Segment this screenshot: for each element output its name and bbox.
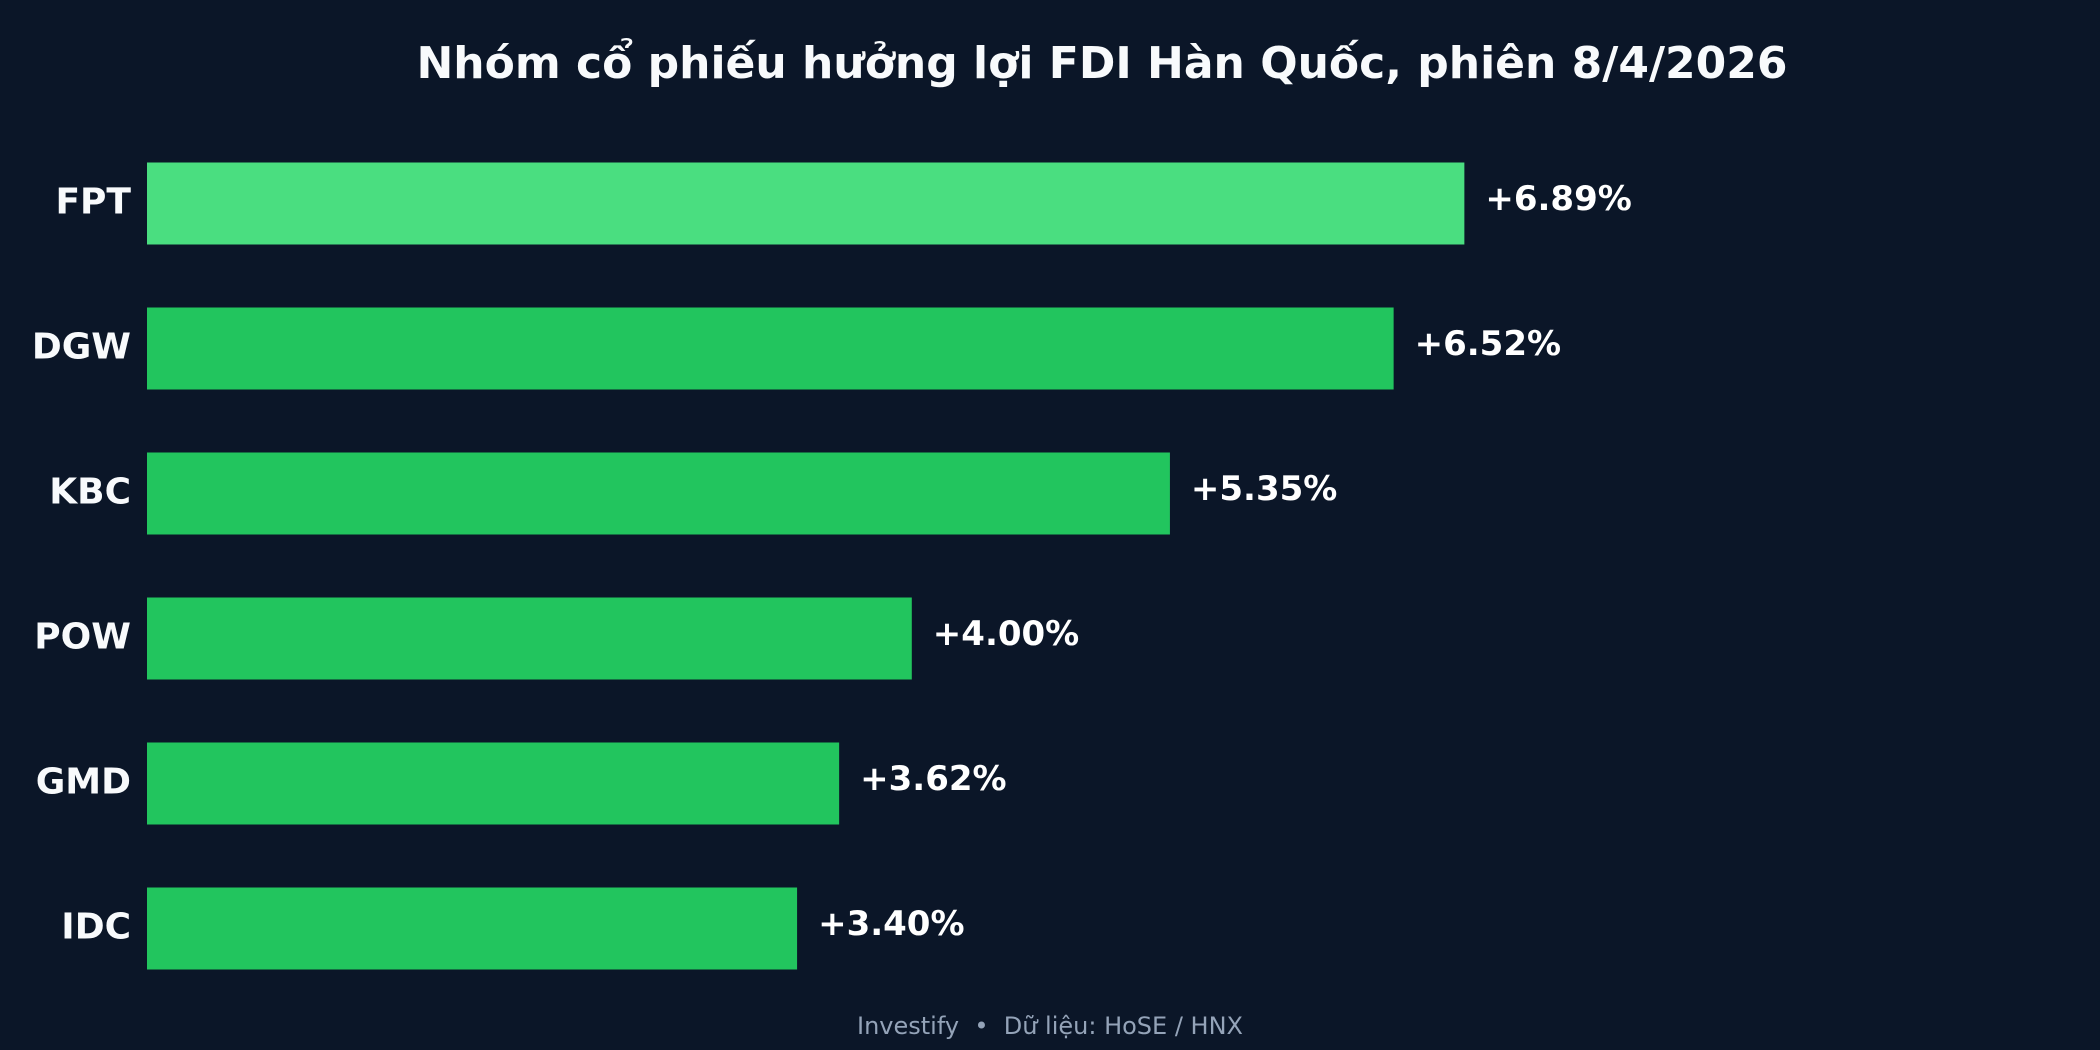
bar bbox=[147, 307, 1394, 390]
y-tick-label: KBC bbox=[49, 472, 131, 513]
data-label: +6.89% bbox=[1485, 179, 1631, 219]
bar bbox=[147, 597, 912, 680]
data-label: +3.40% bbox=[818, 904, 964, 944]
data-label: +6.52% bbox=[1415, 324, 1561, 364]
bar bbox=[147, 887, 798, 970]
y-tick-label: POW bbox=[34, 617, 131, 658]
y-tick-label: DGW bbox=[32, 327, 131, 368]
y-tick-label: GMD bbox=[36, 762, 131, 803]
chart-title: Nhóm cổ phiếu hưởng lợi FDI Hàn Quốc, ph… bbox=[416, 37, 1787, 89]
y-tick-label: FPT bbox=[55, 182, 131, 223]
data-label: +5.35% bbox=[1191, 469, 1337, 509]
bar bbox=[147, 742, 840, 825]
y-tick-label: IDC bbox=[61, 907, 131, 948]
source-note: Investify • Dữ liệu: HoSE / HNX bbox=[857, 1012, 1243, 1040]
bar bbox=[147, 452, 1170, 535]
data-label: +4.00% bbox=[933, 614, 1079, 654]
data-label: +3.62% bbox=[860, 759, 1006, 799]
bar bbox=[147, 162, 1465, 245]
